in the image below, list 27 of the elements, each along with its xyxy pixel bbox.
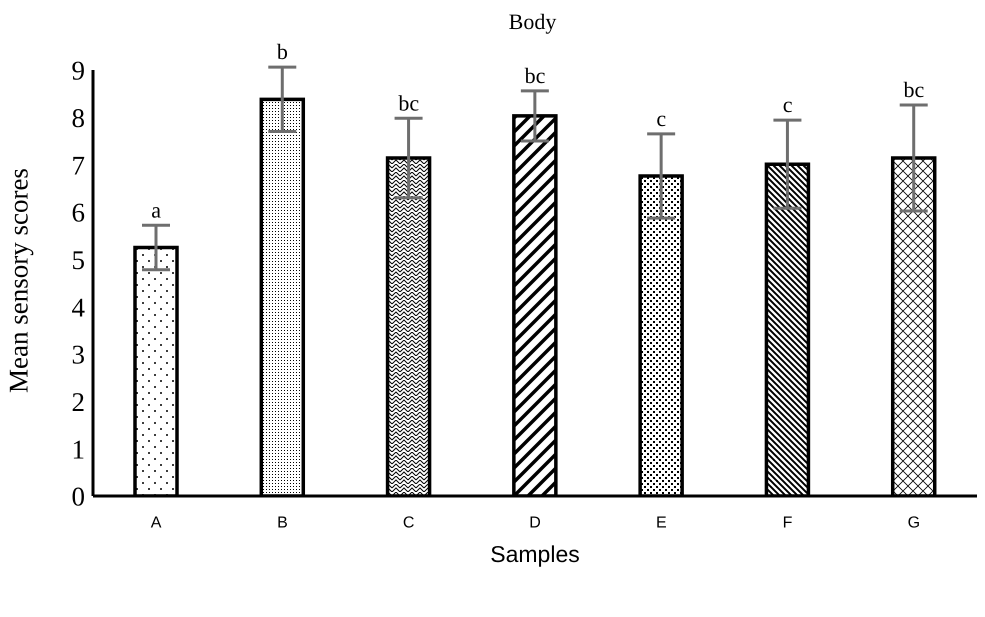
- x-tick-label: G: [908, 514, 920, 532]
- x-tick-label: E: [656, 514, 667, 532]
- annotation: bc: [398, 90, 420, 116]
- annotation: bc: [524, 62, 546, 88]
- annotation: c: [782, 92, 793, 118]
- annotation: bc: [903, 77, 924, 102]
- x-axis-title: Samples: [490, 541, 580, 567]
- y-tick-label: 0: [72, 482, 85, 512]
- y-tick-label: 5: [72, 244, 85, 275]
- chart-title: Body: [508, 8, 558, 36]
- y-tick-label: 4: [72, 292, 86, 322]
- y-axis-title: Mean sensory scores: [4, 168, 34, 393]
- x-tick-label: A: [150, 514, 162, 532]
- y-tick-label: 1: [72, 434, 85, 464]
- x-tick-label: B: [277, 514, 288, 532]
- annotation: b: [276, 39, 288, 64]
- y-tick-label: 9: [72, 56, 85, 86]
- y-tick-label: 8: [72, 102, 85, 133]
- y-tick-label: 6: [72, 198, 85, 228]
- y-tick-label: 3: [72, 340, 85, 370]
- annotation: c: [656, 106, 666, 131]
- x-tick-label: F: [782, 514, 793, 532]
- x-tick-label: C: [402, 514, 414, 532]
- y-tick-label: 7: [72, 150, 85, 180]
- x-tick-label: D: [529, 514, 541, 532]
- annotation: a: [151, 197, 162, 222]
- y-tick-label: 2: [72, 386, 85, 417]
